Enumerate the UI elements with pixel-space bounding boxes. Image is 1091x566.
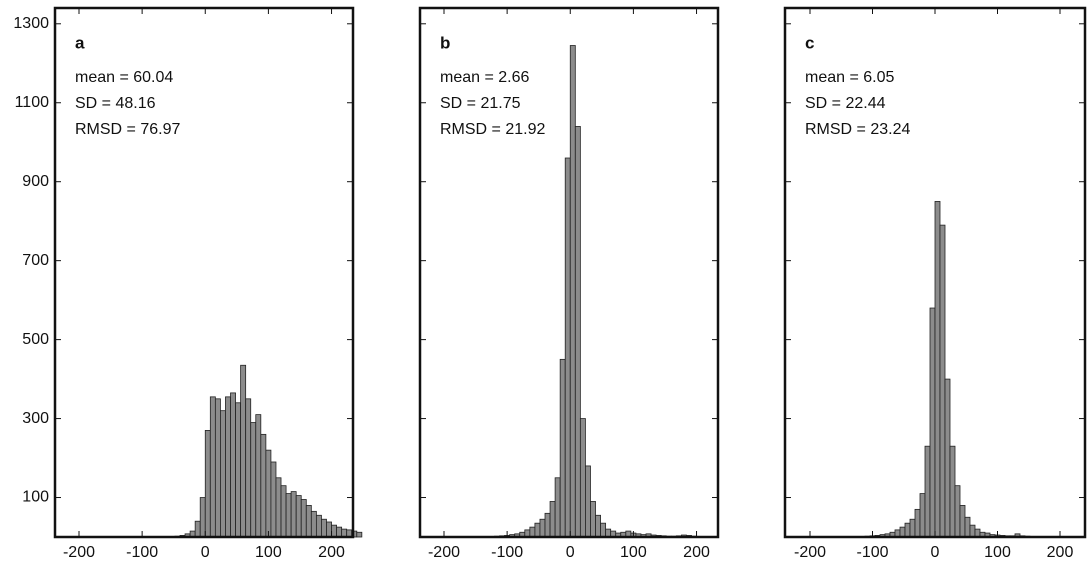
bar (331, 524, 337, 538)
annotation: mean = 6.05 (805, 69, 895, 86)
y-tick-label: 1100 (15, 94, 50, 111)
bar (199, 497, 206, 538)
bar (295, 495, 302, 538)
panel-label: a (75, 33, 85, 52)
x-tick-label: 100 (984, 544, 1011, 561)
bar (300, 499, 307, 538)
annotation: RMSD = 23.24 (805, 121, 910, 138)
bar (899, 526, 906, 538)
bar (904, 522, 911, 538)
x-tick-label: 200 (683, 544, 710, 561)
bar (559, 358, 566, 538)
bar (554, 477, 561, 538)
bar (944, 378, 951, 538)
x-tick-label: -100 (126, 544, 158, 561)
bar (240, 364, 247, 538)
bar (326, 521, 332, 538)
x-tick-label: 0 (201, 544, 210, 561)
bar (225, 396, 231, 538)
bar (336, 526, 343, 538)
bar (934, 201, 941, 538)
x-tick-label: 0 (566, 544, 575, 561)
bar (230, 392, 236, 538)
bar (265, 449, 272, 538)
x-tick-label: -200 (794, 544, 826, 561)
y-tick-label: 100 (22, 489, 49, 506)
bar (919, 493, 926, 538)
x-tick-label: 200 (318, 544, 345, 561)
bar (245, 398, 252, 538)
bar (954, 485, 961, 538)
bar (579, 418, 586, 538)
bar (275, 477, 282, 538)
bar (969, 524, 976, 538)
bar (250, 422, 257, 538)
x-tick-label: -100 (491, 544, 523, 561)
bar (310, 510, 317, 538)
bar (356, 531, 363, 538)
bar (534, 522, 541, 538)
x-tick-label: 0 (931, 544, 940, 561)
bar (255, 414, 262, 538)
y-tick-label: 700 (22, 252, 49, 269)
x-tick-label: 100 (255, 544, 282, 561)
bar (600, 522, 607, 538)
bar (204, 430, 211, 538)
bar (220, 410, 226, 538)
plot-frame (53, 6, 355, 539)
y-tick-label: 1300 (13, 15, 49, 32)
bar (321, 518, 327, 538)
annotation: SD = 48.16 (75, 95, 156, 112)
x-tick-label: -100 (856, 544, 888, 561)
bar (964, 516, 971, 538)
bar (270, 461, 277, 538)
bar (305, 505, 312, 538)
annotation: SD = 22.44 (805, 95, 886, 112)
bar (549, 501, 556, 538)
bar (590, 501, 596, 538)
plot-frame (783, 6, 1087, 539)
bar (569, 45, 576, 538)
bar (949, 445, 956, 538)
bar (585, 465, 591, 538)
plot-frame (418, 6, 720, 539)
x-tick-label: -200 (428, 544, 460, 561)
annotation: RMSD = 76.97 (75, 121, 180, 138)
bar (285, 493, 292, 538)
bar (924, 445, 931, 538)
x-tick-label: 200 (1047, 544, 1074, 561)
x-tick-label: -200 (63, 544, 95, 561)
bar (939, 224, 946, 538)
annotation: mean = 60.04 (75, 69, 173, 86)
y-tick-label: 500 (22, 331, 49, 348)
panel-label: c (805, 33, 814, 52)
bar (564, 157, 571, 538)
bar (595, 514, 601, 538)
bar (909, 518, 916, 538)
bar (959, 505, 966, 538)
bar (235, 402, 242, 538)
bar (529, 526, 536, 538)
annotation: mean = 2.66 (440, 69, 530, 86)
bar (544, 512, 551, 538)
panel-label: b (440, 33, 450, 52)
bar (539, 518, 546, 538)
bar (280, 485, 287, 538)
annotation: RMSD = 21.92 (440, 121, 545, 138)
annotation: SD = 21.75 (440, 95, 521, 112)
y-tick-label: 300 (22, 410, 49, 427)
bar (214, 398, 221, 538)
bar (209, 396, 216, 538)
bar (574, 126, 581, 538)
bar (194, 520, 201, 538)
bar (315, 514, 322, 538)
bar (290, 491, 297, 538)
bar (260, 433, 267, 538)
bar (914, 508, 921, 538)
y-tick-label: 900 (22, 173, 49, 190)
bar (929, 307, 936, 538)
x-tick-label: 100 (620, 544, 647, 561)
